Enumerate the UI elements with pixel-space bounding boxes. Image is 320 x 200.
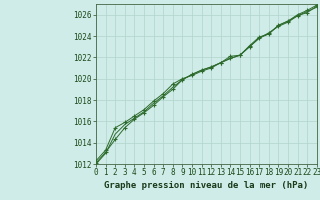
X-axis label: Graphe pression niveau de la mer (hPa): Graphe pression niveau de la mer (hPa) — [104, 181, 308, 190]
